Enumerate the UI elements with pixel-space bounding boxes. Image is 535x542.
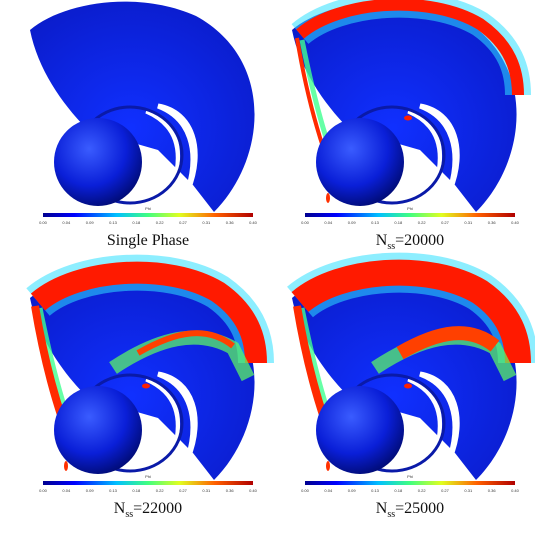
colorbar-tick: 0.18: [132, 488, 141, 493]
colorbar-tick: 0.31: [202, 488, 211, 493]
colorbar-tick: 0.09: [348, 488, 357, 493]
colorbar-tick: 0.36: [226, 488, 235, 493]
colorbar-tick: 0.27: [179, 220, 188, 225]
colorbar-tick: 0.13: [371, 488, 380, 493]
gap: [407, 110, 443, 186]
hotspot: [404, 383, 412, 389]
colorbar-tick: 0.22: [156, 220, 165, 225]
caption-subscript: ss: [387, 509, 395, 520]
gap: [157, 371, 198, 459]
colorbar-tick: 0.40: [249, 220, 258, 225]
colorbar-tick: 0.18: [394, 488, 403, 493]
colorbar-tick: 0.27: [441, 220, 450, 225]
sphere: [54, 118, 142, 206]
phase-edge: [293, 305, 328, 420]
colorbar-tick: 0.27: [179, 488, 188, 493]
panel: Phi 0.00 0.04 0.09 0.13 0.18 0.22 0.27 0.31 0.36 0…: [30, 1, 258, 249]
colorbar-tick: 0.13: [109, 220, 118, 225]
colorbar-tick: 0.04: [324, 220, 333, 225]
caption-symbol: N: [114, 500, 126, 517]
colorbar-tick: 0.18: [132, 220, 141, 225]
colorbar-tick: 0.00: [39, 220, 48, 225]
caption-subscript: ss: [125, 509, 133, 520]
caption-value: =22000: [133, 500, 182, 517]
panel: Phi 0.00 0.04 0.09 0.13 0.18 0.22 0.27 0.31 0.36 0…: [287, 252, 535, 520]
colorbar-tick: 0.40: [511, 488, 520, 493]
colorbar-tick: 0.31: [464, 488, 473, 493]
panel: Phi 0.00 0.04 0.09 0.13 0.18 0.22 0.27 0.31 0.36 0…: [291, 0, 531, 252]
colorbar: [305, 481, 515, 485]
colorbar-tick: 0.00: [301, 220, 310, 225]
colorbar-tick: 0.00: [39, 488, 48, 493]
caption-subscript: ss: [387, 241, 395, 252]
colorbar-title: Phi: [145, 206, 151, 211]
caption: Nss=20000: [376, 232, 444, 252]
colorbar-tick: 0.40: [249, 488, 258, 493]
colorbar-tick: 0.09: [348, 220, 357, 225]
caption-value: =20000: [395, 232, 444, 249]
caption-value: =25000: [395, 500, 444, 517]
colorbar-tick: 0.22: [156, 488, 165, 493]
gap: [145, 110, 181, 186]
phase-band: [30, 261, 267, 364]
caption: Nss=25000: [376, 500, 444, 520]
phase-streak: [396, 326, 500, 360]
colorbar-tick: 0.36: [226, 220, 235, 225]
gap: [145, 378, 181, 454]
hotspot: [326, 461, 330, 471]
colorbar-tick: 0.04: [62, 488, 71, 493]
colorbar-tick: 0.13: [371, 220, 380, 225]
colorbar-tick: 0.36: [488, 220, 497, 225]
hotspot: [326, 193, 330, 203]
colorbar-title: Phi: [145, 474, 151, 479]
colorbar-tick: 0.27: [441, 488, 450, 493]
phase-streak: [136, 330, 235, 356]
colorbar-tick: 0.18: [394, 220, 403, 225]
colorbar-tick: 0.22: [418, 220, 427, 225]
gap: [419, 103, 460, 191]
caption-symbol: N: [376, 232, 388, 249]
colorbar-tick: 0.13: [109, 488, 118, 493]
phase-band: [291, 259, 531, 364]
colorbar-tick: 0.09: [86, 220, 95, 225]
colorbar-tick: 0.40: [511, 220, 520, 225]
panel: Phi 0.00 0.04 0.09 0.13 0.18 0.22 0.27 0.31 0.36 0…: [26, 254, 274, 520]
gap: [157, 103, 198, 191]
colorbar-tick: 0.00: [301, 488, 310, 493]
caption: Nss=22000: [114, 500, 182, 520]
colorbar-tick: 0.31: [464, 220, 473, 225]
colorbar: [43, 213, 253, 217]
hotspot: [64, 461, 68, 471]
hotspot: [142, 383, 150, 389]
colorbar-tick: 0.04: [62, 220, 71, 225]
phase-edge: [295, 37, 326, 151]
colorbar-tick: 0.22: [418, 488, 427, 493]
sphere: [316, 386, 404, 474]
caption-symbol: N: [376, 500, 388, 517]
sphere: [54, 386, 142, 474]
colorbar-tick: 0.31: [202, 220, 211, 225]
gap: [419, 371, 460, 459]
colorbar-tick: 0.36: [488, 488, 497, 493]
colorbar-tick: 0.09: [86, 488, 95, 493]
hotspot: [404, 115, 412, 121]
caption: Single Phase: [107, 232, 189, 249]
colorbar-title: Phi: [407, 474, 413, 479]
gap: [407, 378, 443, 454]
colorbar-title: Phi: [407, 206, 413, 211]
colorbar-tick: 0.04: [324, 488, 333, 493]
sphere: [316, 118, 404, 206]
phase-band: [296, 0, 524, 96]
colorbar: [43, 481, 253, 485]
phase-edge: [31, 305, 66, 420]
colorbar: [305, 213, 515, 217]
caption-text: Single Phase: [107, 232, 189, 249]
